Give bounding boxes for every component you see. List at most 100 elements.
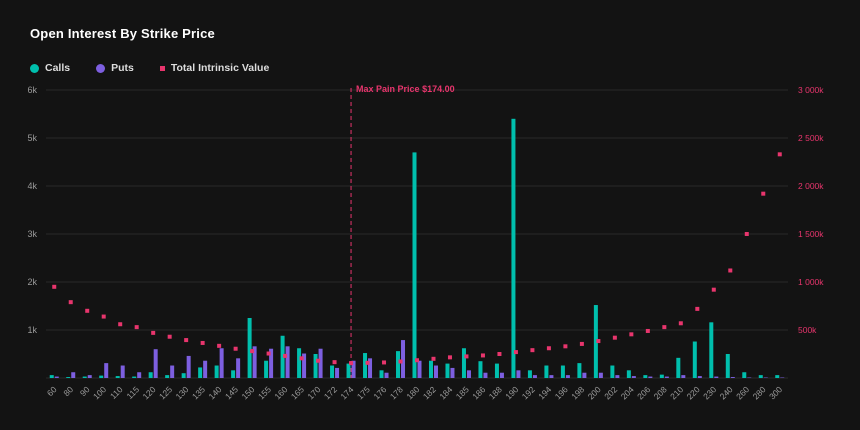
intrinsic-value-point[interactable] <box>151 330 156 335</box>
calls-bar[interactable] <box>478 361 483 378</box>
intrinsic-value-point[interactable] <box>777 152 782 157</box>
puts-bar[interactable] <box>137 372 142 378</box>
calls-bar[interactable] <box>527 370 532 378</box>
intrinsic-value-point[interactable] <box>711 287 716 292</box>
intrinsic-value-point[interactable] <box>464 354 469 359</box>
intrinsic-value-point[interactable] <box>266 351 271 356</box>
puts-bar[interactable] <box>499 372 504 378</box>
calls-bar[interactable] <box>330 365 335 378</box>
intrinsic-value-point[interactable] <box>645 328 650 333</box>
intrinsic-value-point[interactable] <box>678 321 683 326</box>
intrinsic-value-point[interactable] <box>118 322 123 327</box>
calls-bar[interactable] <box>181 373 186 378</box>
puts-bar[interactable] <box>203 360 208 378</box>
intrinsic-value-point[interactable] <box>415 358 419 363</box>
calls-bar[interactable] <box>692 341 697 378</box>
calls-bar[interactable] <box>709 322 714 378</box>
intrinsic-value-point[interactable] <box>563 344 568 349</box>
intrinsic-value-point[interactable] <box>662 325 667 330</box>
intrinsic-value-point[interactable] <box>695 306 700 311</box>
calls-bar[interactable] <box>544 365 549 378</box>
intrinsic-value-point[interactable] <box>52 284 57 289</box>
intrinsic-value-point[interactable] <box>217 343 222 348</box>
intrinsic-value-point[interactable] <box>85 308 90 313</box>
puts-bar[interactable] <box>697 376 702 378</box>
legend-item-calls[interactable]: Calls <box>30 62 70 74</box>
puts-bar[interactable] <box>351 360 356 378</box>
puts-bar[interactable] <box>565 375 570 378</box>
calls-bar[interactable] <box>247 318 252 378</box>
calls-bar[interactable] <box>593 305 598 378</box>
puts-bar[interactable] <box>681 375 686 378</box>
calls-bar[interactable] <box>445 363 450 378</box>
calls-bar[interactable] <box>775 375 780 378</box>
calls-bar[interactable] <box>346 363 351 378</box>
puts-bar[interactable] <box>186 355 191 378</box>
puts-bar[interactable] <box>384 372 389 378</box>
intrinsic-value-point[interactable] <box>629 332 634 337</box>
puts-bar[interactable] <box>170 365 175 378</box>
intrinsic-value-point[interactable] <box>761 191 766 196</box>
puts-bar[interactable] <box>433 365 438 378</box>
calls-bar[interactable] <box>66 377 71 378</box>
intrinsic-value-point[interactable] <box>283 353 288 358</box>
puts-bar[interactable] <box>648 376 653 378</box>
calls-bar[interactable] <box>379 370 384 378</box>
puts-bar[interactable] <box>582 372 587 378</box>
calls-bar[interactable] <box>82 376 87 378</box>
legend-item-intrinsic[interactable]: Total Intrinsic Value <box>159 62 269 74</box>
intrinsic-value-point[interactable] <box>299 356 304 361</box>
calls-bar[interactable] <box>428 360 433 378</box>
puts-bar[interactable] <box>236 358 241 378</box>
puts-bar[interactable] <box>71 372 76 378</box>
puts-bar[interactable] <box>417 360 422 378</box>
puts-bar[interactable] <box>153 349 158 378</box>
calls-bar[interactable] <box>264 360 269 378</box>
calls-bar[interactable] <box>165 375 170 378</box>
calls-bar[interactable] <box>148 372 153 378</box>
intrinsic-value-point[interactable] <box>233 346 238 351</box>
intrinsic-value-point[interactable] <box>447 355 452 360</box>
intrinsic-value-point[interactable] <box>728 268 733 273</box>
intrinsic-value-point[interactable] <box>480 353 485 358</box>
intrinsic-value-point[interactable] <box>184 338 189 343</box>
calls-bar[interactable] <box>313 354 318 378</box>
intrinsic-value-point[interactable] <box>68 300 73 305</box>
intrinsic-value-point[interactable] <box>431 356 436 361</box>
legend-item-puts[interactable]: Puts <box>96 62 134 74</box>
intrinsic-value-point[interactable] <box>612 335 617 340</box>
puts-bar[interactable] <box>664 376 669 378</box>
intrinsic-value-point[interactable] <box>134 325 139 330</box>
intrinsic-value-point[interactable] <box>316 358 321 363</box>
intrinsic-value-point[interactable] <box>332 360 337 365</box>
intrinsic-value-point[interactable] <box>546 346 551 351</box>
intrinsic-value-point[interactable] <box>579 341 584 346</box>
calls-bar[interactable] <box>725 354 730 378</box>
calls-bar[interactable] <box>511 118 516 379</box>
intrinsic-value-point[interactable] <box>200 340 205 345</box>
calls-bar[interactable] <box>49 375 54 378</box>
intrinsic-value-point[interactable] <box>101 314 106 319</box>
puts-bar[interactable] <box>549 375 554 378</box>
calls-bar[interactable] <box>280 335 285 378</box>
intrinsic-value-point[interactable] <box>365 360 370 365</box>
intrinsic-value-point[interactable] <box>382 360 387 365</box>
calls-bar[interactable] <box>461 348 466 378</box>
puts-bar[interactable] <box>483 372 488 378</box>
puts-bar[interactable] <box>714 376 719 378</box>
puts-bar[interactable] <box>615 375 620 378</box>
puts-bar[interactable] <box>730 377 735 378</box>
intrinsic-value-point[interactable] <box>530 348 535 353</box>
intrinsic-value-point[interactable] <box>596 339 601 344</box>
intrinsic-value-point[interactable] <box>513 350 518 355</box>
puts-bar[interactable] <box>285 346 290 378</box>
puts-bar[interactable] <box>516 370 521 378</box>
puts-bar[interactable] <box>120 365 125 378</box>
calls-bar[interactable] <box>676 357 681 378</box>
puts-bar[interactable] <box>335 367 340 378</box>
calls-bar[interactable] <box>577 363 582 378</box>
puts-bar[interactable] <box>302 353 307 378</box>
intrinsic-value-point[interactable] <box>497 352 502 356</box>
calls-bar[interactable] <box>610 365 615 378</box>
